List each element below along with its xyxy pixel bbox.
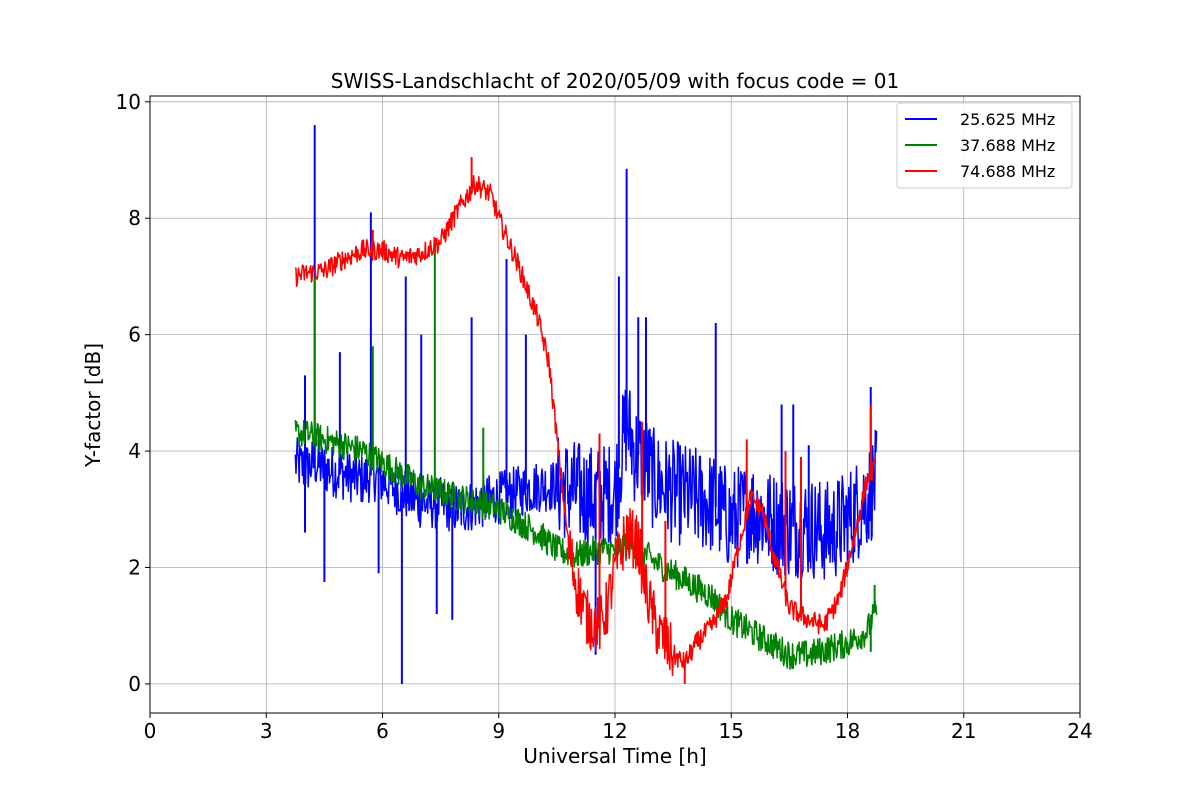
legend-box — [896, 102, 1073, 189]
legend: 25.625 MHz 37.688 MHz 74.688 MHz — [896, 102, 1073, 189]
y-axis-label: Y-factor [dB] — [81, 343, 105, 468]
x-tick-label: 3 — [260, 719, 273, 743]
x-tick-label: 21 — [951, 719, 976, 743]
grid-lines — [149, 96, 1081, 713]
y-tick-label: 4 — [128, 439, 141, 463]
y-tick-label: 2 — [128, 555, 141, 579]
series-37-688-MHz — [294, 247, 878, 670]
series-line — [294, 174, 876, 677]
x-tick-label: 0 — [144, 719, 157, 743]
x-tick-label: 6 — [376, 719, 389, 743]
y-tick-label: 10 — [116, 90, 141, 114]
y-tick-label: 6 — [128, 323, 141, 347]
x-tick-label: 24 — [1067, 719, 1092, 743]
series-line — [294, 419, 878, 670]
series-layer — [294, 125, 878, 684]
chart-title: SWISS-Landschlacht of 2020/05/09 with fo… — [331, 69, 899, 93]
x-axis-label: Universal Time [h] — [523, 744, 706, 768]
y-tick-label: 8 — [128, 206, 141, 230]
x-tick-label: 9 — [492, 719, 505, 743]
series-74-688-MHz — [294, 157, 876, 684]
x-tick-label: 15 — [719, 719, 744, 743]
legend-label: 74.688 MHz — [960, 162, 1055, 181]
y-tick-label: 0 — [128, 672, 141, 696]
series-25-625-MHz — [294, 125, 878, 684]
x-tick-label: 18 — [835, 719, 860, 743]
x-tick-label: 12 — [602, 719, 627, 743]
legend-label: 37.688 MHz — [960, 136, 1055, 155]
legend-label: 25.625 MHz — [960, 110, 1055, 129]
